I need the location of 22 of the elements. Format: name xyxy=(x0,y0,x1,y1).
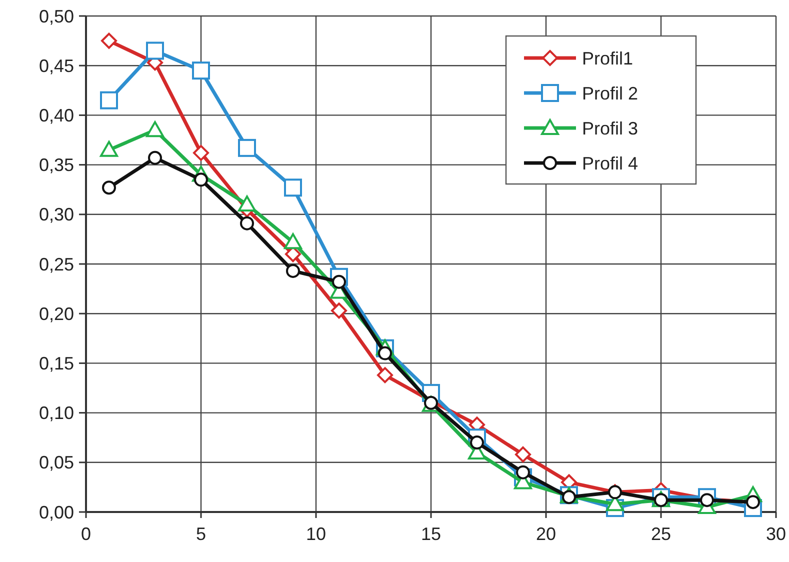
x-tick-label: 0 xyxy=(80,524,92,544)
x-tick-label: 30 xyxy=(766,524,786,544)
legend-label: Profil 3 xyxy=(582,118,638,138)
x-tick-label: 5 xyxy=(196,524,206,544)
y-tick-label: 0,40 xyxy=(38,106,74,126)
y-tick-label: 0,25 xyxy=(38,254,74,274)
y-tick-label: 0,30 xyxy=(38,204,74,225)
y-tick-label: 0,00 xyxy=(38,502,74,522)
x-tick-label: 10 xyxy=(306,524,326,544)
x-tick-label: 20 xyxy=(536,524,556,544)
y-tick-label: 0,50 xyxy=(38,6,74,26)
legend-label: Profil 2 xyxy=(582,83,638,104)
x-tick-label: 15 xyxy=(420,524,442,544)
x-tick-label: 25 xyxy=(650,524,672,544)
y-tick-label: 0,10 xyxy=(38,403,74,424)
y-tick-label: 0,20 xyxy=(38,304,74,324)
legend-label: Profil1 xyxy=(582,48,634,68)
y-tick-label: 0,35 xyxy=(38,155,74,176)
y-tick-label: 0,15 xyxy=(38,354,74,374)
y-tick-label: 0,45 xyxy=(38,56,74,76)
y-tick-label: 0,05 xyxy=(38,452,74,473)
legend-label: Profil 4 xyxy=(582,153,638,174)
